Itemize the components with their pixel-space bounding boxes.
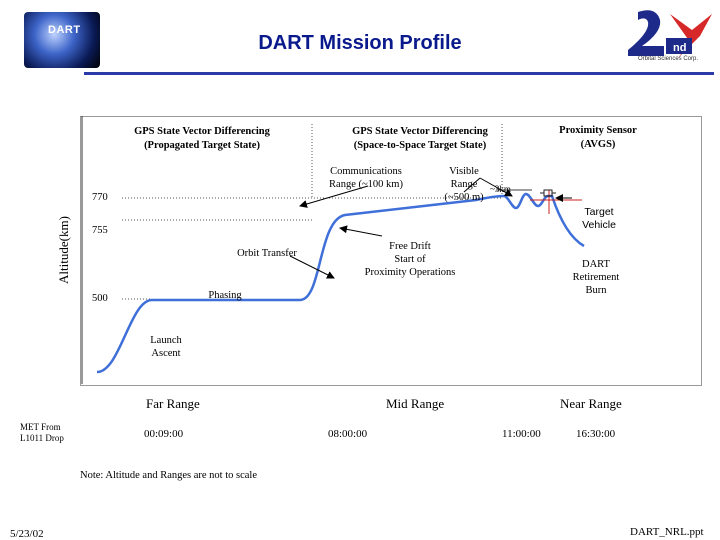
- trajectory-curve: [96, 192, 585, 374]
- label-gps-propagated: GPS State Vector Differencing (Propagate…: [134, 126, 270, 151]
- time-2: 08:00:00: [328, 428, 368, 440]
- svg-text:nd: nd: [673, 42, 686, 54]
- annotation-comm-range: Communications Range (~100 km): [329, 166, 403, 190]
- tick-755: 755: [92, 225, 108, 236]
- footer-filename: DART_NRL.ppt: [630, 526, 704, 538]
- dart-logo-text: DART: [48, 24, 81, 36]
- dart-logo: [24, 12, 100, 68]
- time-1: 00:09:00: [144, 428, 184, 440]
- orbit-transfer-arrow: [289, 255, 335, 279]
- header-divider: [84, 72, 714, 75]
- annotation-launch: Launch Ascent: [150, 335, 182, 359]
- label-gps-space-to-space: GPS State Vector Differencing (Space-to-…: [352, 126, 488, 151]
- time-4: 16:30:00: [576, 428, 616, 440]
- diagram-frame: [80, 116, 702, 386]
- annotation-phasing: Phasing: [208, 290, 242, 301]
- orbital-logo-icon: nd: [628, 10, 712, 58]
- comm-range-arrow: [299, 185, 369, 208]
- label-proximity-sensor: Proximity Sensor (AVGS): [559, 125, 637, 150]
- range-mid: Mid Range: [386, 396, 445, 411]
- annotation-dart-retirement: DART Retirement Burn: [572, 259, 620, 296]
- page-title: DART Mission Profile: [258, 32, 462, 54]
- visible-range-arrow: [479, 177, 513, 197]
- time-3: 11:00:00: [502, 428, 541, 440]
- y-axis-label: Altitude(km): [56, 216, 71, 284]
- scale-note: Note: Altitude and Ranges are not to sca…: [80, 470, 257, 481]
- met-label: MET From L1011 Drop: [20, 422, 64, 443]
- orbital-logo-text: Orbital Sciences Corp.: [637, 56, 699, 62]
- range-far: Far Range: [146, 396, 200, 411]
- tick-770: 770: [92, 192, 108, 203]
- annotation-visible-range: Visible Range (~500 m): [444, 166, 484, 203]
- annotation-target-vehicle: Target Vehicle: [582, 206, 616, 231]
- annotation-free-drift: Free Drift Start of Proximity Operations: [364, 241, 456, 278]
- annotation-orbit-transfer: Orbit Transfer: [237, 248, 297, 259]
- tick-500: 500: [92, 293, 108, 304]
- free-drift-arrow: [339, 225, 383, 237]
- annotation-3km: ~3km: [490, 184, 511, 194]
- range-near: Near Range: [560, 396, 622, 411]
- footer-date: 5/23/02: [10, 528, 44, 540]
